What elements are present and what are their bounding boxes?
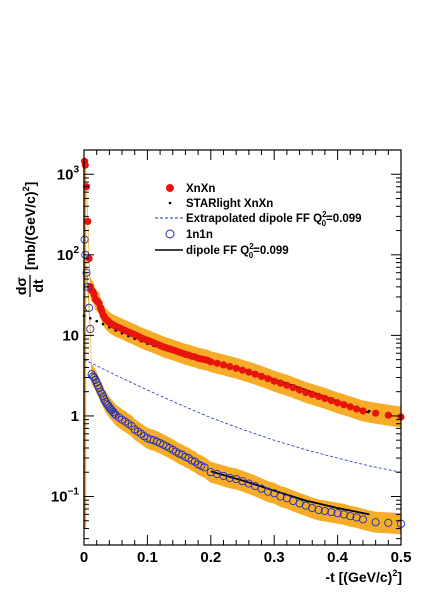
x-tick-label-4: 0.4 [327,549,349,566]
xnxn-point-57 [219,361,228,369]
xnxn-point-58 [226,363,234,371]
line-dipole-extrapolated [83,359,402,473]
xnxn-point-74 [327,397,335,405]
legend: XnXn STARlight XnXn Extrapolated dipole … [155,183,362,260]
xnxn-point-65 [270,377,278,385]
n1n1-point-63 [263,487,272,496]
band-1n1n [86,262,401,535]
n1n1-point-12 [95,384,104,393]
y-axis-title-denominator: dt [30,279,46,293]
legend-marker-xnxn [166,184,174,192]
y-tick-label-2: 10 [62,327,79,344]
xnxn-point-76 [340,401,348,409]
y-tick-label-4: 103 [57,164,80,183]
x-axis-title: -t [(GeV/c)2] [325,568,402,585]
xnxn-point-62 [251,370,259,378]
n1n1-point-76 [346,512,355,521]
xnxn-point-80 [372,409,380,417]
xnxn-point-73 [321,394,329,402]
series-markers [80,157,406,528]
n1n1-point-45 [175,449,184,458]
xnxn-point-75 [334,399,342,407]
xnxn-point-71 [308,390,316,398]
axis-ticks: 0 0.1 0.2 0.3 0.4 0.5 10−1 1 10 102 103 [51,149,412,566]
xnxn-point-77 [346,403,354,411]
xnxn-point-3 [84,217,92,225]
n1n1-point-2 [82,268,91,277]
legend-label-dipole-extrapolated: Extrapolated dipole FF Q2 0=0.099 [186,210,362,228]
x-tick-label-3: 0.3 [264,549,285,566]
xnxn-point-72 [315,392,323,400]
xnxn-point-66 [276,379,285,387]
xnxn-point-64 [264,375,272,383]
n1n1-point-73 [327,508,336,517]
n1n1-point-4 [85,303,94,312]
xnxn-point-70 [302,389,310,397]
legend-label-1n1n: 1n1n [186,229,213,241]
xnxn-point-69 [296,386,304,394]
n1n1-point-8 [90,373,99,382]
x-tick-label-0: 0 [80,549,88,566]
xnxn-point-1 [81,161,89,169]
starlight-point-3 [101,322,105,326]
y-tick-label-1: 1 [71,408,79,425]
y-axis-title-numerator: dσ [13,277,29,296]
n1n1-point-57 [225,473,234,482]
n1n1-point-13 [96,387,105,396]
xnxn-point-81 [384,411,392,419]
n1n1-point-23 [109,407,118,417]
xnxn-point-59 [232,364,240,372]
starlight-point-2 [95,319,98,323]
x-tick-label-1: 0.1 [137,549,158,566]
band-xnxn [86,176,401,428]
n1n1-point-72 [320,506,329,516]
n1n1-point-64 [270,489,279,498]
n1n1-point-78 [358,515,368,524]
xnxn-point-79 [359,407,367,415]
xnxn-point-63 [257,372,266,380]
x-tick-label-5: 0.5 [391,549,412,566]
xnxn-point-78 [353,405,361,413]
legend-label-xnxn: XnXn [186,183,215,195]
n1n1-point-54 [206,468,215,477]
n1n1-point-74 [333,509,342,518]
y-tick-label-0: 10−1 [51,486,80,505]
n1n1-point-16 [100,395,109,404]
legend-marker-starlight [168,201,172,205]
n1n1-point-79 [371,518,380,527]
n1n1-point-5 [86,324,95,334]
xnxn-point-67 [283,381,291,389]
xnxn-point-60 [238,366,247,374]
n1n1-point-53 [200,463,209,472]
line-dipole-1n1n [210,470,370,516]
legend-label-starlight: STARlight XnXn [186,198,273,210]
n1n1-point-71 [314,505,323,515]
legend-marker-1n1n [165,229,175,239]
starlight-point-1 [89,317,92,320]
xnxn-point-61 [245,368,253,376]
xnxn-point-68 [289,384,297,392]
y-tick-label-3: 102 [57,245,80,264]
x-tick-label-2: 0.2 [200,549,221,566]
legend-label-dipole: dipole FF Q2 0=0.099 [186,242,289,260]
xnxn-point-4 [85,254,93,263]
n1n1-point-80 [384,518,393,527]
starlight-point-45 [368,409,371,413]
y-axis-title: dσ dt [mb/(GeV/c)2] [13,182,46,297]
xnxn-point-56 [213,359,221,367]
y-axis-title-units: [mb/(GeV/c)2] [21,182,38,270]
xnxn-point-55 [207,358,215,366]
